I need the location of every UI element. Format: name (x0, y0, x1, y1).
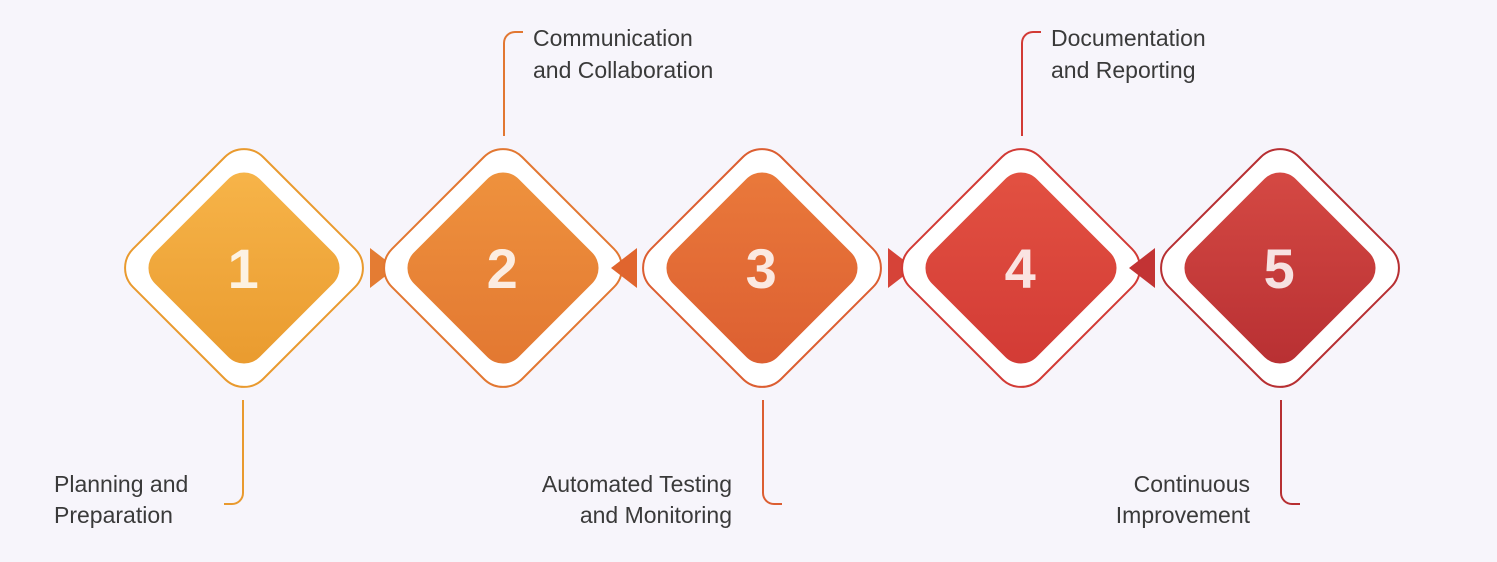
step-inner-4: 4 (916, 163, 1125, 372)
arrow-2-3 (611, 248, 637, 288)
step-inner-5: 5 (1175, 163, 1384, 372)
step-inner-3: 3 (657, 163, 866, 372)
step-number-4: 4 (1005, 236, 1037, 301)
connector-5 (1280, 400, 1300, 505)
step-label-line2-2: and Collaboration (533, 55, 713, 86)
step-label-4: Documentationand Reporting (1051, 23, 1206, 85)
arrow-4-5 (1129, 248, 1155, 288)
step-number-5: 5 (1264, 236, 1296, 301)
step-label-line1-5: Continuous (1116, 469, 1250, 500)
step-inner-1: 1 (139, 163, 348, 372)
step-label-line1-4: Documentation (1051, 23, 1206, 54)
step-label-line1-3: Automated Testing (542, 469, 732, 500)
step-label-line2-1: Preparation (54, 500, 188, 531)
step-inner-2: 2 (398, 163, 607, 372)
step-label-line1-1: Planning and (54, 469, 188, 500)
step-label-line1-2: Communication (533, 23, 713, 54)
step-number-1: 1 (228, 236, 260, 301)
connector-3 (762, 400, 782, 505)
connector-1 (224, 400, 244, 505)
step-label-line2-3: and Monitoring (542, 500, 732, 531)
step-label-2: Communicationand Collaboration (533, 23, 713, 85)
step-label-5: ContinuousImprovement (1116, 469, 1250, 531)
step-number-2: 2 (487, 236, 519, 301)
step-number-3: 3 (746, 236, 778, 301)
connector-4 (1021, 31, 1041, 136)
connector-2 (503, 31, 523, 136)
process-diagram: 1Planning andPreparation2Communicationan… (0, 0, 1497, 562)
step-label-line2-4: and Reporting (1051, 55, 1206, 86)
step-label-line2-5: Improvement (1116, 500, 1250, 531)
step-label-3: Automated Testingand Monitoring (542, 469, 732, 531)
step-label-1: Planning andPreparation (54, 469, 188, 531)
